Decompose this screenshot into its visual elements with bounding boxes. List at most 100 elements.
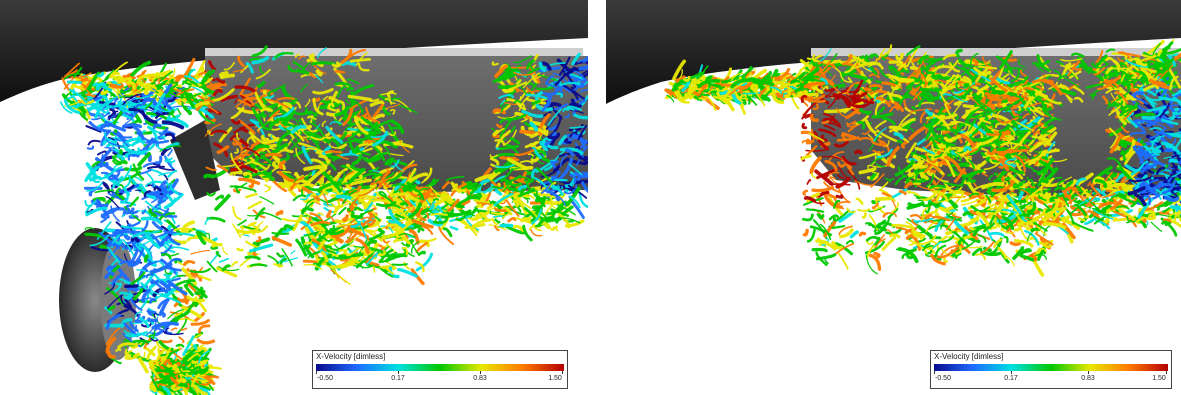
vortex-tube — [471, 210, 490, 222]
vortex-tube — [530, 157, 540, 163]
vortex-tube — [96, 221, 112, 240]
vortex-tube — [1042, 222, 1067, 229]
vortex-tube — [1031, 133, 1043, 139]
vortex-tube — [1082, 192, 1093, 199]
vortex-tube — [955, 82, 962, 91]
vortex-tube — [85, 125, 102, 133]
vortex-tube — [1150, 221, 1163, 232]
vortex-tube — [738, 81, 753, 91]
vortex-tube — [554, 103, 569, 111]
vortex-tube — [507, 81, 528, 91]
vortex-tube — [442, 227, 453, 238]
vortex-tube — [328, 215, 335, 223]
vortex-tube — [412, 189, 424, 195]
vortex-tube — [452, 184, 467, 193]
vortex-tube — [527, 153, 535, 157]
vortex-tube — [327, 250, 337, 254]
vortex-tube — [993, 216, 1001, 228]
vortex-tube — [1141, 115, 1155, 120]
vortex-tube — [153, 186, 162, 192]
vortex-tube — [1027, 183, 1036, 189]
vortex-tube — [684, 90, 692, 100]
vortex-tube — [1120, 125, 1130, 133]
vortex-tube — [401, 209, 413, 217]
vortex-tube — [1174, 117, 1181, 120]
vortex-tube — [279, 257, 287, 267]
vortex-tube — [146, 309, 157, 314]
vortex-tube — [190, 249, 211, 255]
vortex-tube — [399, 139, 410, 153]
vortex-tube — [1176, 164, 1181, 172]
vortex-tube — [355, 219, 367, 240]
vortex-tube — [713, 95, 732, 101]
vortex-tube — [944, 103, 957, 123]
vortex-tube — [164, 159, 176, 163]
vortex-tube — [939, 90, 950, 105]
vortex-tube — [86, 71, 101, 93]
vortex-tube — [425, 199, 438, 212]
vortex-tube — [1029, 81, 1041, 87]
vortex-tube — [806, 192, 821, 203]
vortex-tube — [1003, 124, 1011, 132]
vortex-tube — [251, 120, 260, 124]
vortex-tube — [386, 103, 401, 109]
vortex-tube — [1020, 254, 1035, 262]
vortex-tube — [1129, 132, 1147, 136]
vortex-tube — [198, 324, 211, 334]
vortex-tube — [334, 70, 346, 74]
vortex-tube — [1128, 176, 1152, 183]
vortex-tube — [243, 96, 266, 104]
vortex-tube — [815, 195, 823, 207]
vortex-tube — [990, 156, 1010, 172]
vortex-tube — [159, 127, 169, 136]
vortex-tube — [543, 199, 565, 206]
vortex-tube — [204, 232, 211, 240]
vortex-tube — [977, 234, 987, 243]
vortex-tube — [915, 183, 935, 192]
vortex-tube — [338, 206, 347, 215]
vortex-tube — [73, 66, 83, 78]
vortex-tube — [1154, 130, 1173, 139]
vortex-tube — [697, 79, 721, 89]
vortex-tube — [1133, 86, 1141, 89]
vortex-tube — [84, 199, 93, 207]
vortex-tube — [542, 62, 566, 69]
vortex-structures — [664, 39, 1181, 277]
vortex-tube — [796, 90, 808, 95]
vortex-tube — [973, 210, 996, 213]
vortex-tube — [552, 226, 559, 232]
vortex-tube — [1033, 107, 1043, 112]
vortex-tube — [204, 123, 222, 137]
vortex-tube — [923, 158, 938, 174]
vortex-tube — [114, 193, 125, 201]
vortex-tube — [1146, 105, 1167, 113]
vortex-tube — [966, 169, 984, 183]
vortex-tube — [489, 154, 499, 158]
vortex-tube — [844, 63, 857, 74]
vortex-tube — [720, 94, 732, 99]
vortex-tube — [391, 263, 408, 266]
vortex-tube — [930, 253, 946, 266]
vortex-tube — [239, 77, 251, 96]
vortex-tube — [921, 190, 938, 202]
vortex-tube — [845, 162, 855, 176]
vortex-tube — [206, 216, 226, 223]
vortex-tube — [865, 235, 879, 242]
vortex-tube — [1038, 126, 1057, 141]
vortex-tube — [340, 171, 359, 184]
vortex-tube — [498, 145, 520, 151]
vortex-tube — [390, 171, 403, 182]
vortex-tube — [402, 217, 421, 231]
vortex-tube — [1085, 83, 1104, 89]
vortex-tube — [124, 348, 132, 357]
vortex-tube — [979, 81, 994, 90]
vortex-tube — [346, 78, 360, 85]
vortex-tube — [449, 214, 473, 223]
vortex-tube — [445, 175, 465, 182]
vortex-tube — [493, 192, 514, 207]
vortex-tube — [997, 246, 1008, 260]
vortex-tube — [360, 116, 380, 132]
vortex-tube — [1056, 179, 1065, 189]
vortex-tube — [120, 194, 129, 204]
vortex-tube — [544, 207, 564, 216]
